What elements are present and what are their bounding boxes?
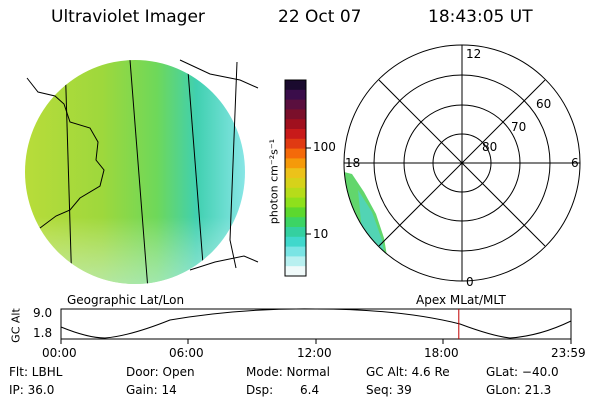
colorbar-cell [285,187,306,198]
mlt-label-0: 0 [466,275,474,289]
observation-date: 22 Oct 07 [278,7,362,27]
lat-label-70: 70 [511,120,527,134]
mlt-label-18: 18 [345,156,361,170]
status-gc-alt: GC Alt: 4.6 Re [366,365,450,379]
colorbar-cell [285,207,306,218]
colorbar-tick-100: 100 [313,140,336,154]
time-tick-06: 06:00 [169,346,204,360]
status-door: Door: Open [126,365,195,379]
uv-aurora-disc [25,60,245,284]
colorbar-cell [285,168,306,179]
lat-label-60: 60 [536,97,552,111]
colorbar-cell [285,256,306,267]
status-dsp-label: Dsp: [246,383,274,397]
orbit-ytick-1-8: 1.8 [33,326,53,340]
status-filter: Flt: LBHL [9,365,63,379]
colorbar-cell [285,109,306,120]
colorbar-cell [285,197,306,208]
apex-caption: Apex MLat/MLT [416,293,506,307]
colorbar-cell [285,236,306,247]
colorbar-cell [285,227,306,238]
time-tick-2359: 23:59 [551,346,586,360]
status-ip: IP: 36.0 [9,383,55,397]
time-tick-00: 00:00 [42,346,77,360]
colorbar-tick-10: 10 [313,227,329,241]
polar-aurora-patch [344,172,388,262]
status-glon: GLon: 21.3 [486,383,552,397]
colorbar-cell [285,148,306,159]
colorbar-cell [285,129,306,140]
colorbar-cell [285,119,306,130]
colorbar-cell [285,246,306,257]
colorbar-cell [285,138,306,149]
status-gain: Gain: 14 [126,383,177,397]
mlt-label-6: 6 [571,156,579,170]
status-seq: Seq: 39 [366,383,412,397]
colorbar-cell [285,217,306,228]
orbit-frame [60,308,572,340]
lat-label-80: 80 [482,140,498,154]
orbit-ytick-9: 9.0 [33,306,53,320]
observation-time: 18:43:05 UT [428,7,533,27]
geographic-caption: Geographic Lat/Lon [67,293,185,307]
status-mode: Mode: Normal [246,365,330,379]
colorbar-cell [285,266,306,277]
colorbar-cell [285,89,306,100]
status-dsp-value: 6.4 [300,383,320,397]
orbit-altitude-curve [60,308,572,339]
colorbar-cell [285,99,306,110]
status-glat: GLat: −40.0 [486,365,559,379]
mlt-label-12: 12 [466,47,482,61]
polar-diagonal-2 [378,79,546,247]
time-tick-12: 12:00 [297,346,332,360]
instrument-title: Ultraviolet Imager [51,7,205,27]
time-tick-18: 18:00 [424,346,459,360]
colorbar-cell [285,80,306,91]
colorbar-cell [285,158,306,169]
coastline-outline [26,59,259,271]
colorbar-cell [285,178,306,189]
geographic-grid-lines [64,60,206,284]
